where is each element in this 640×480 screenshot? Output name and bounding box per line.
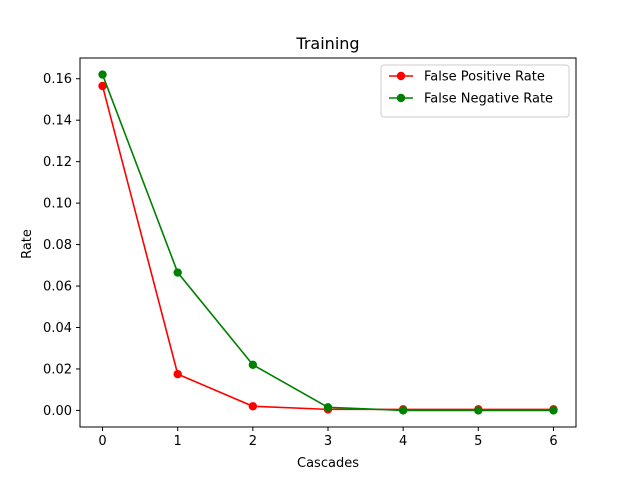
x-tick-label: 1 <box>174 434 182 449</box>
y-tick-label: 0.12 <box>43 155 72 170</box>
data-point <box>248 402 258 411</box>
x-tick-label: 5 <box>474 434 482 449</box>
y-tick-label: 0.06 <box>43 280 72 295</box>
legend-item: False Negative Rate <box>389 92 553 107</box>
chart-title: Training <box>295 34 359 53</box>
series-layer <box>98 70 558 415</box>
x-tick-label: 2 <box>249 434 257 449</box>
x-axis-label: Cascades <box>297 456 359 471</box>
legend-marker <box>396 71 406 81</box>
x-tick-label: 3 <box>324 434 332 449</box>
data-point <box>474 406 483 415</box>
data-point <box>398 406 408 415</box>
series-2 <box>98 70 558 415</box>
x-tick-label: 0 <box>98 434 106 449</box>
y-tick-label: 0.14 <box>43 114 72 129</box>
y-tick-label: 0.16 <box>43 72 72 87</box>
data-point <box>173 268 182 277</box>
x-axis: 0 1 2 3 4 5 6 <box>98 427 558 449</box>
legend-item: False Positive Rate <box>389 70 545 85</box>
data-point <box>98 70 107 79</box>
y-tick-label: 0.04 <box>43 321 72 336</box>
x-tick-label: 6 <box>549 434 557 449</box>
y-tick-label: 0.10 <box>43 197 72 212</box>
data-point <box>323 403 333 412</box>
data-point <box>98 81 107 91</box>
legend-box <box>380 64 570 118</box>
legend: False Positive Rate False Negative Rate <box>380 64 570 118</box>
y-tick-label: 0.02 <box>43 362 72 377</box>
y-tick-label: 0.00 <box>43 404 72 419</box>
y-axis-label: Rate <box>20 229 35 259</box>
y-tick-label: 0.08 <box>43 238 72 253</box>
y-axis: 0.00 0.02 0.04 0.06 0.08 0.10 0.12 0.14 0.16 <box>43 72 80 419</box>
data-point <box>549 406 558 415</box>
legend-label: False Positive Rate <box>424 70 545 85</box>
legend-label: False Negative Rate <box>424 92 553 107</box>
x-tick-label: 4 <box>399 434 407 449</box>
legend-marker <box>396 93 406 103</box>
data-point <box>248 360 258 370</box>
data-point <box>173 369 182 379</box>
